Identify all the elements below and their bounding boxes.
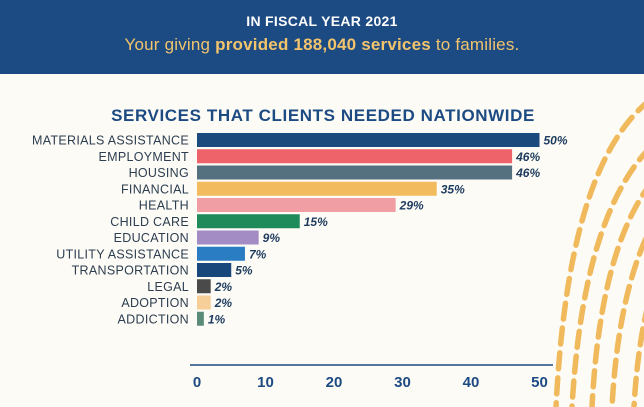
bar bbox=[197, 198, 396, 212]
bar bbox=[197, 133, 540, 147]
fiscal-year-title: IN FISCAL YEAR 2021 bbox=[246, 13, 398, 29]
value-label: 29% bbox=[399, 199, 424, 213]
giving-summary: Your giving provided 188,040 services to… bbox=[0, 35, 644, 55]
category-label: EDUCATION bbox=[114, 231, 189, 245]
bar bbox=[197, 295, 211, 310]
services-highlight: provided 188,040 services bbox=[215, 35, 431, 54]
value-label: 2% bbox=[214, 280, 233, 294]
bar bbox=[197, 165, 513, 180]
category-label: FINANCIAL bbox=[121, 182, 189, 196]
bar bbox=[197, 181, 437, 196]
x-tick-label: 30 bbox=[394, 374, 411, 391]
category-label: ADOPTION bbox=[121, 296, 189, 310]
value-label: 2% bbox=[214, 296, 233, 310]
category-label: HEALTH bbox=[139, 199, 189, 213]
category-label: CHILD CARE bbox=[110, 215, 189, 229]
value-label: 15% bbox=[304, 215, 328, 229]
bar bbox=[197, 279, 211, 294]
category-label: UTILITY ASSISTANCE bbox=[56, 247, 189, 261]
x-tick-label: 40 bbox=[463, 374, 480, 391]
giving-summary-prefix: Your giving bbox=[124, 35, 216, 54]
value-label: 46% bbox=[515, 150, 540, 164]
x-tick-label: 0 bbox=[193, 374, 201, 391]
bar bbox=[197, 263, 232, 277]
value-label: 7% bbox=[249, 247, 267, 261]
header-banner: IN FISCAL YEAR 2021 Your giving provided… bbox=[0, 0, 644, 74]
x-tick-label: 10 bbox=[257, 374, 274, 391]
value-label: 1% bbox=[208, 312, 226, 326]
category-label: EMPLOYMENT bbox=[98, 150, 189, 164]
value-label: 50% bbox=[544, 134, 568, 148]
giving-summary-suffix: to families. bbox=[430, 35, 520, 54]
chart-title: SERVICES THAT CLIENTS NEEDED NATIONWIDE bbox=[111, 106, 535, 125]
category-label: LEGAL bbox=[147, 280, 189, 294]
bar bbox=[197, 246, 245, 261]
x-tick-label: 20 bbox=[326, 374, 343, 391]
value-label: 5% bbox=[235, 264, 253, 278]
category-label: ADDICTION bbox=[118, 312, 189, 326]
category-label: MATERIALS ASSISTANCE bbox=[32, 134, 189, 148]
bar bbox=[197, 311, 204, 326]
value-label: 35% bbox=[441, 182, 465, 196]
value-label: 46% bbox=[515, 166, 540, 180]
value-label: 9% bbox=[263, 231, 281, 245]
bar bbox=[197, 230, 259, 245]
bar bbox=[197, 149, 513, 164]
x-tick-label: 50 bbox=[531, 374, 548, 391]
bar bbox=[197, 214, 300, 229]
category-label: TRANSPORTATION bbox=[72, 264, 189, 278]
category-label: HOUSING bbox=[129, 166, 189, 180]
